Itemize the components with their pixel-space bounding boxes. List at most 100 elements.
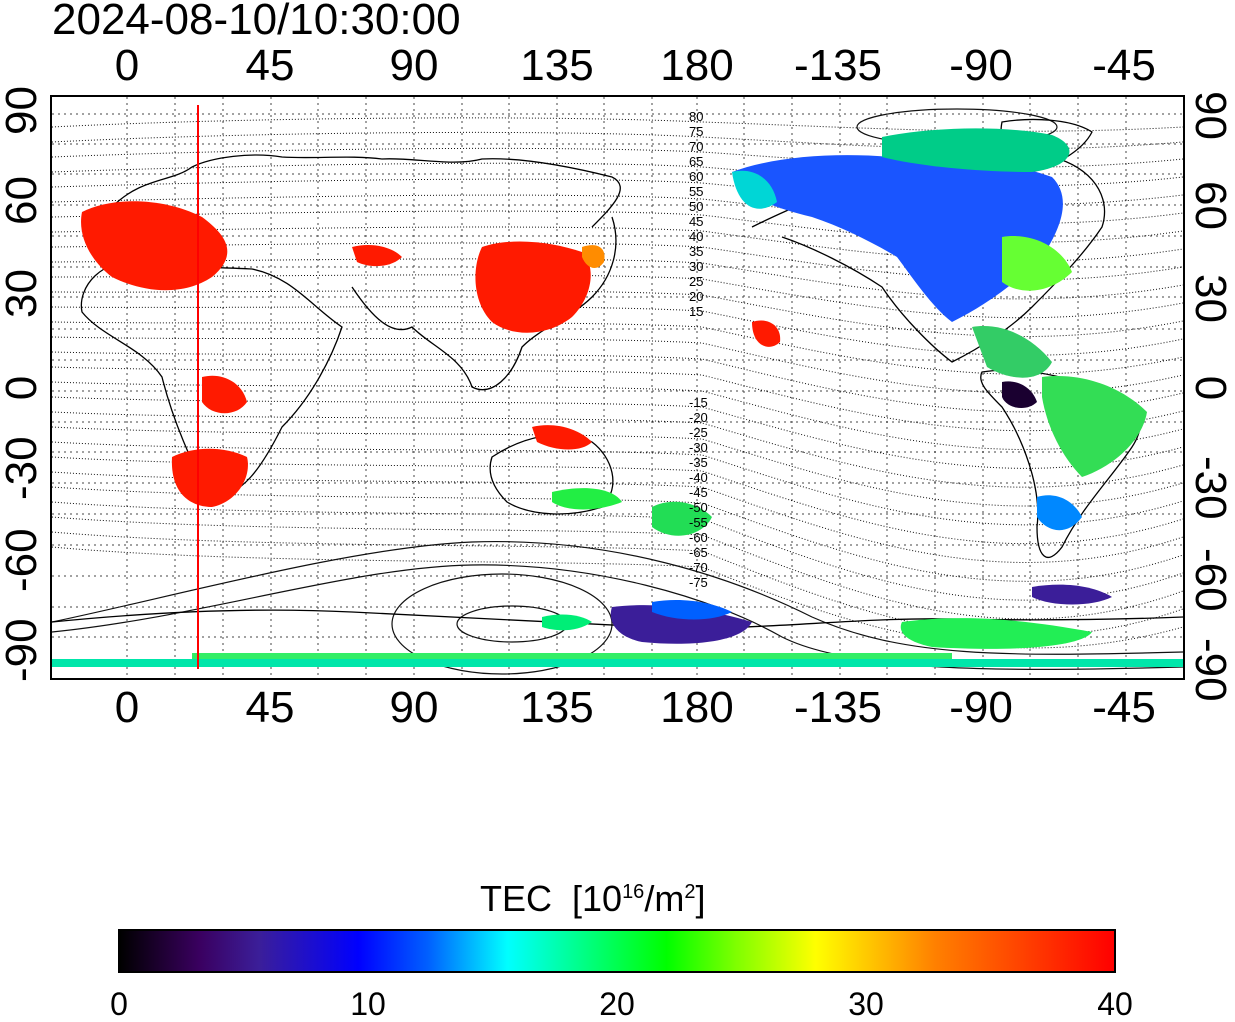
europe-coast bbox=[111, 154, 621, 228]
colorbar-unit-mid: /m bbox=[644, 878, 685, 919]
contour-label: 20 bbox=[689, 289, 704, 304]
north-america-east-patch bbox=[1002, 236, 1072, 291]
contour-label: -40 bbox=[689, 470, 708, 485]
contour-label: 70 bbox=[689, 139, 704, 154]
contour-label: -50 bbox=[689, 500, 708, 515]
antarctic-green-patch bbox=[900, 618, 1092, 649]
right-tick: 60 bbox=[1186, 181, 1235, 230]
southern-ocean-cyan-patch bbox=[542, 614, 592, 631]
asia-coast bbox=[351, 216, 617, 391]
central-america-tec-patch bbox=[972, 326, 1052, 378]
contour-label: -65 bbox=[689, 545, 708, 560]
colorbar-title: TEC [1016/m2] bbox=[480, 872, 705, 919]
right-tick: 90 bbox=[1186, 91, 1235, 140]
contour-label: -35 bbox=[689, 455, 708, 470]
timestamp-title: 2024-08-10/10:30:00 bbox=[52, 0, 461, 44]
right-tick: 0 bbox=[1186, 375, 1235, 401]
right-tick: -60 bbox=[1186, 548, 1235, 612]
bottom-tick: 180 bbox=[660, 683, 734, 732]
contour-label: 30 bbox=[689, 259, 704, 274]
tec-map: 80 75 70 65 60 55 50 45 40 35 30 25 20 1… bbox=[50, 95, 1185, 680]
top-tick: -135 bbox=[793, 41, 883, 90]
top-tick: 45 bbox=[245, 41, 295, 90]
top-tick: 180 bbox=[660, 41, 734, 90]
contour-label: -30 bbox=[689, 440, 708, 455]
right-tick: -30 bbox=[1186, 456, 1235, 520]
contour-label: 25 bbox=[689, 274, 704, 289]
contour-label: 40 bbox=[689, 229, 704, 244]
contour-label: -60 bbox=[689, 530, 708, 545]
contour-label: -75 bbox=[689, 575, 708, 590]
contour-label: 35 bbox=[689, 244, 704, 259]
colorbar-unit-exponent: 16 bbox=[622, 881, 645, 903]
top-tick: 0 bbox=[114, 41, 140, 90]
south-america-tec-patch bbox=[1042, 376, 1147, 477]
bottom-tick: -90 bbox=[949, 683, 1013, 732]
colorbar-unit-prefix: [10 bbox=[572, 878, 623, 919]
contour-label: 50 bbox=[689, 199, 704, 214]
canada-north-patch bbox=[882, 128, 1070, 172]
andes-low-tec-patch bbox=[1002, 381, 1037, 409]
contour-label: 60 bbox=[689, 169, 704, 184]
contour-label: -70 bbox=[689, 560, 708, 575]
north-america-west-patch bbox=[732, 170, 777, 209]
asia-tec-patch bbox=[475, 241, 591, 333]
tec-colorbar bbox=[118, 929, 1116, 973]
left-tick: 30 bbox=[0, 269, 46, 318]
left-tick: 0 bbox=[0, 375, 46, 401]
right-tick: -90 bbox=[1186, 638, 1235, 702]
colorbar-unit-suffix: ] bbox=[695, 878, 706, 919]
antarctic-south-purple-patch bbox=[1032, 584, 1112, 605]
asia-east-edge-patch bbox=[582, 245, 605, 269]
left-tick: 60 bbox=[0, 176, 46, 225]
east-africa-tec-patch bbox=[202, 375, 247, 414]
colorbar-tick: 10 bbox=[350, 986, 386, 1022]
top-tick: 90 bbox=[389, 41, 439, 90]
contour-label-group: 80 75 70 65 60 55 50 45 40 35 30 25 20 1… bbox=[689, 109, 703, 319]
contour-label: -20 bbox=[689, 410, 708, 425]
contour-label-group-south: -15 -20 -25 -30 -35 -40 -45 -50 -55 -60 … bbox=[689, 395, 708, 590]
siberia-tec-patch bbox=[352, 245, 402, 267]
north-america-tec-patch bbox=[732, 155, 1063, 322]
bottom-tick: 135 bbox=[520, 683, 594, 732]
colorbar-tick: 30 bbox=[848, 986, 884, 1022]
colorbar-tick: 0 bbox=[110, 986, 128, 1022]
south-polar-band bbox=[52, 659, 1183, 667]
europe-tec-patch bbox=[81, 201, 228, 291]
contour-label: 75 bbox=[689, 124, 704, 139]
tec-map-svg bbox=[52, 97, 1183, 678]
contour-label: 65 bbox=[689, 154, 704, 169]
bottom-tick: -45 bbox=[1092, 683, 1156, 732]
antarctic-blue-patch bbox=[652, 600, 732, 620]
contour-label: 80 bbox=[689, 109, 704, 124]
south-africa-tec-patch bbox=[171, 448, 248, 507]
bottom-tick: 90 bbox=[389, 683, 439, 732]
hawaii-tec-patch bbox=[752, 320, 781, 347]
top-tick: -90 bbox=[949, 41, 1013, 90]
contour-label: -55 bbox=[689, 515, 708, 530]
contour-label: 15 bbox=[689, 304, 704, 319]
top-tick: -45 bbox=[1092, 41, 1156, 90]
contour-label: 45 bbox=[689, 214, 704, 229]
australia-south-tec-patch bbox=[552, 488, 622, 510]
contour-label: -25 bbox=[689, 425, 708, 440]
contour-label: -45 bbox=[689, 485, 708, 500]
colorbar-unit-exponent2: 2 bbox=[684, 881, 696, 903]
left-tick: -90 bbox=[0, 618, 46, 682]
south-polar-band-2 bbox=[192, 653, 952, 659]
left-tick: 90 bbox=[0, 86, 46, 135]
bottom-tick: 0 bbox=[114, 683, 140, 732]
left-tick: -30 bbox=[0, 436, 46, 500]
contour-label: 55 bbox=[689, 184, 704, 199]
top-tick: 135 bbox=[520, 41, 594, 90]
australia-tec-patch bbox=[532, 425, 592, 450]
contour-label: -15 bbox=[689, 395, 708, 410]
right-tick: 30 bbox=[1186, 274, 1235, 323]
bottom-tick: -135 bbox=[793, 683, 883, 732]
south-america-south-patch bbox=[1037, 495, 1082, 531]
bottom-tick: 45 bbox=[245, 683, 295, 732]
new-zealand-tec-patch bbox=[652, 501, 712, 536]
tec-data-patches bbox=[52, 128, 1183, 667]
colorbar-tick: 40 bbox=[1097, 986, 1133, 1022]
colorbar-tick: 20 bbox=[599, 986, 635, 1022]
